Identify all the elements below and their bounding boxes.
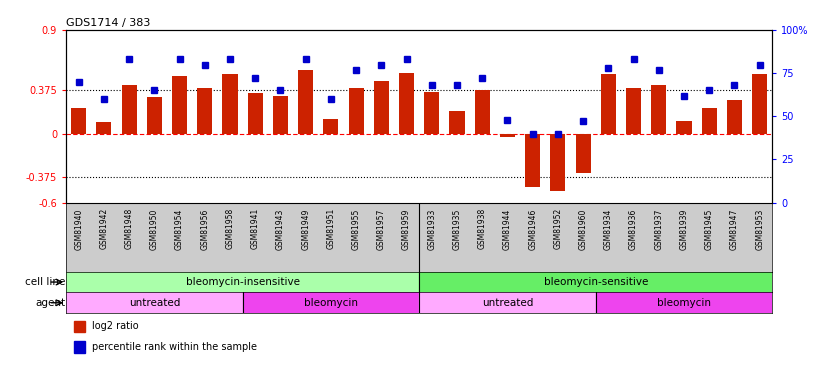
Bar [66, 292, 243, 313]
Text: bleomycin: bleomycin [304, 298, 358, 308]
Text: GSM81943: GSM81943 [276, 208, 285, 249]
Bar [475, 90, 490, 134]
Text: GSM81934: GSM81934 [604, 208, 613, 249]
Text: GSM81939: GSM81939 [680, 208, 689, 249]
Text: GSM81951: GSM81951 [326, 208, 335, 249]
Text: GSM81937: GSM81937 [654, 208, 663, 249]
Bar [525, 134, 540, 186]
Bar [243, 292, 420, 313]
Bar [601, 74, 616, 134]
Bar [626, 87, 641, 134]
Bar [676, 121, 691, 134]
Text: cell line: cell line [25, 277, 65, 287]
Text: GSM81949: GSM81949 [301, 208, 311, 249]
Text: GSM81960: GSM81960 [579, 208, 587, 249]
Bar [273, 96, 288, 134]
Text: GSM81952: GSM81952 [553, 208, 563, 249]
Bar [323, 118, 339, 134]
Text: GSM81946: GSM81946 [528, 208, 537, 249]
Text: agent: agent [36, 298, 65, 308]
Bar [197, 87, 212, 134]
Text: bleomycin-sensitive: bleomycin-sensitive [544, 277, 648, 287]
Text: GSM81935: GSM81935 [453, 208, 462, 249]
Bar [147, 97, 162, 134]
Bar [425, 92, 439, 134]
Bar [374, 81, 389, 134]
Text: bleomycin: bleomycin [657, 298, 711, 308]
Text: GSM81956: GSM81956 [200, 208, 209, 249]
Text: GSM81940: GSM81940 [74, 208, 83, 249]
Text: percentile rank within the sample: percentile rank within the sample [92, 342, 257, 352]
Bar [596, 292, 772, 313]
Text: GSM81938: GSM81938 [477, 208, 487, 249]
Text: GSM81955: GSM81955 [352, 208, 361, 249]
Text: GSM81941: GSM81941 [251, 208, 259, 249]
Bar [399, 73, 414, 134]
Text: GSM81954: GSM81954 [175, 208, 184, 249]
Text: GDS1714 / 383: GDS1714 / 383 [66, 18, 150, 28]
Text: GSM81945: GSM81945 [705, 208, 714, 249]
Bar [420, 272, 772, 292]
Bar [420, 292, 596, 313]
Bar [701, 108, 717, 134]
Bar [500, 134, 515, 137]
Bar [727, 100, 742, 134]
Text: GSM81958: GSM81958 [225, 208, 235, 249]
Bar [298, 70, 313, 134]
Text: GSM81944: GSM81944 [503, 208, 512, 249]
Bar [121, 85, 137, 134]
Bar [651, 85, 667, 134]
Text: GSM81959: GSM81959 [402, 208, 411, 249]
Text: untreated: untreated [129, 298, 180, 308]
Bar [71, 108, 86, 134]
Text: GSM81953: GSM81953 [755, 208, 764, 249]
Text: GSM81948: GSM81948 [125, 208, 134, 249]
Text: untreated: untreated [482, 298, 533, 308]
Text: GSM81950: GSM81950 [150, 208, 159, 249]
Text: GSM81947: GSM81947 [730, 208, 739, 249]
Bar [449, 111, 464, 134]
Text: GSM81957: GSM81957 [377, 208, 386, 249]
Text: GSM81936: GSM81936 [629, 208, 638, 249]
Bar [550, 134, 566, 191]
Bar [248, 93, 263, 134]
Text: GSM81933: GSM81933 [427, 208, 436, 249]
Bar [576, 134, 591, 173]
Bar [97, 122, 112, 134]
Bar [222, 74, 238, 134]
Text: log2 ratio: log2 ratio [92, 321, 138, 331]
Bar [349, 87, 363, 134]
Text: GSM81942: GSM81942 [99, 208, 108, 249]
Text: bleomycin-insensitive: bleomycin-insensitive [186, 277, 300, 287]
Bar [66, 272, 420, 292]
Bar [752, 74, 767, 134]
Bar [172, 76, 188, 134]
